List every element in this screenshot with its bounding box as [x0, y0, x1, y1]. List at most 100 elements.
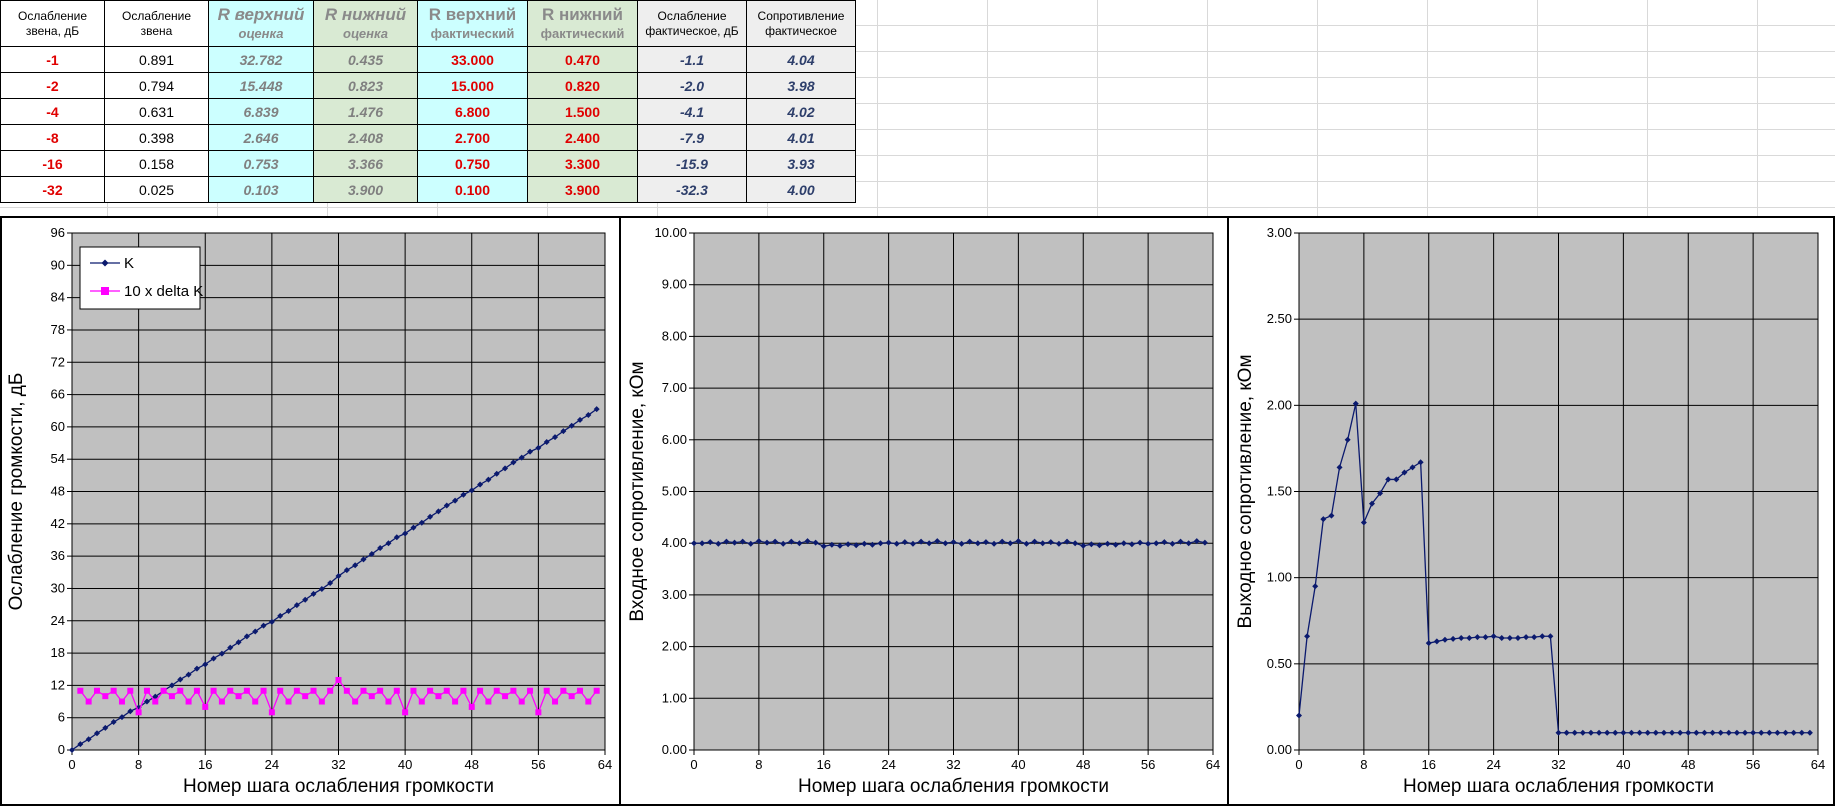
data-point: [385, 698, 392, 705]
table-cell[interactable]: 0.794: [104, 72, 209, 99]
table-cell[interactable]: 4.00: [746, 176, 856, 203]
data-point: [699, 540, 706, 547]
y-tick-label: 36: [51, 548, 65, 563]
table-cell[interactable]: 15.448: [208, 72, 314, 99]
table-cell[interactable]: 0.398: [104, 124, 209, 151]
data-point: [1145, 540, 1152, 547]
data-point: [966, 538, 973, 545]
x-tick-label: 8: [1360, 757, 1367, 772]
data-point: [1161, 539, 1168, 546]
table-cell[interactable]: -2.0: [637, 72, 747, 99]
table-cell[interactable]: 4.01: [746, 124, 856, 151]
data-point: [999, 538, 1006, 545]
header-line-1: Ослабление: [121, 8, 192, 23]
data-point: [1425, 640, 1432, 647]
data-point: [352, 698, 359, 705]
table-cell[interactable]: -15.9: [637, 150, 747, 177]
table-cell[interactable]: 2.700: [417, 124, 528, 151]
data-point: [1798, 729, 1805, 736]
data-point: [185, 698, 192, 705]
column-header-2: R верхний оценка: [208, 0, 314, 47]
table-cell[interactable]: -4: [0, 98, 105, 125]
table-cell[interactable]: 2.646: [208, 124, 314, 151]
data-point: [1328, 512, 1335, 519]
y-axis-label: Ослабление громкости, дБ: [6, 373, 27, 611]
table-cell[interactable]: 3.900: [313, 176, 418, 203]
data-point: [293, 687, 300, 694]
data-point: [202, 661, 209, 668]
table-cell[interactable]: -2: [0, 72, 105, 99]
data-point: [1096, 542, 1103, 549]
table-cell[interactable]: 3.366: [313, 150, 418, 177]
data-point: [1296, 712, 1302, 719]
table-cell[interactable]: -32: [0, 176, 105, 203]
data-point: [393, 534, 400, 541]
data-point: [310, 687, 317, 694]
table-cell[interactable]: 0.631: [104, 98, 209, 125]
data-point: [493, 687, 500, 694]
x-tick-label: 48: [465, 757, 479, 772]
table-cell[interactable]: 33.000: [417, 46, 528, 73]
table-cell[interactable]: 6.800: [417, 98, 528, 125]
y-tick-label: 84: [51, 290, 65, 305]
table-cell[interactable]: 0.820: [527, 72, 638, 99]
table-cell[interactable]: 0.823: [313, 72, 418, 99]
table-row: -32 0.025 0.103 3.900 0.100 3.900 -32.3 4.00: [0, 176, 856, 203]
data-point: [593, 687, 600, 694]
data-point: [568, 422, 575, 429]
x-tick-label: 24: [1486, 757, 1500, 772]
header-line-1: Ослабление: [657, 8, 727, 23]
table-cell[interactable]: 0.470: [527, 46, 638, 73]
data-point: [885, 539, 892, 546]
data-point: [828, 541, 835, 548]
table-cell[interactable]: -4.1: [637, 98, 747, 125]
x-tick-label: 64: [1206, 757, 1220, 772]
table-cell[interactable]: 0.025: [104, 176, 209, 203]
data-point: [1312, 583, 1319, 590]
table-cell[interactable]: 1.476: [313, 98, 418, 125]
table-cell[interactable]: -1: [0, 46, 105, 73]
table-cell[interactable]: -32.3: [637, 176, 747, 203]
data-point: [1185, 540, 1192, 547]
table-cell[interactable]: 0.158: [104, 150, 209, 177]
table-cell[interactable]: 0.435: [313, 46, 418, 73]
column-header-3: R нижний оценка: [313, 0, 418, 47]
table-cell[interactable]: 3.98: [746, 72, 856, 99]
table-cell[interactable]: 3.300: [527, 150, 638, 177]
data-point: [577, 687, 584, 694]
table-cell[interactable]: 0.891: [104, 46, 209, 73]
table-cell[interactable]: 4.04: [746, 46, 856, 73]
table-cell[interactable]: 15.000: [417, 72, 528, 99]
data-point: [560, 428, 567, 435]
table-cell[interactable]: 3.93: [746, 150, 856, 177]
data-point: [1636, 729, 1643, 736]
table-cell[interactable]: 0.100: [417, 176, 528, 203]
table-cell[interactable]: 0.103: [208, 176, 314, 203]
data-point: [493, 470, 500, 477]
data-point: [218, 698, 225, 705]
data-point: [1064, 538, 1071, 545]
table-cell[interactable]: -1.1: [637, 46, 747, 73]
data-point: [731, 539, 738, 546]
y-tick-label: 90: [51, 257, 65, 272]
data-point: [1169, 540, 1176, 547]
table-cell[interactable]: 2.408: [313, 124, 418, 151]
data-point: [1596, 729, 1603, 736]
table-cell[interactable]: 1.500: [527, 98, 638, 125]
data-point: [435, 508, 442, 515]
table-cell[interactable]: -7.9: [637, 124, 747, 151]
header-line-2: фактическое: [765, 23, 837, 38]
data-point: [1766, 729, 1773, 736]
table-cell[interactable]: 3.900: [527, 176, 638, 203]
table-cell[interactable]: 4.02: [746, 98, 856, 125]
table-cell[interactable]: -8: [0, 124, 105, 151]
table-cell[interactable]: 2.400: [527, 124, 638, 151]
data-point: [93, 687, 100, 694]
table-cell[interactable]: 32.782: [208, 46, 314, 73]
table-cell[interactable]: 0.750: [417, 150, 528, 177]
table-cell[interactable]: -16: [0, 150, 105, 177]
data-point: [468, 703, 475, 710]
table-cell[interactable]: 0.753: [208, 150, 314, 177]
table-cell[interactable]: 6.839: [208, 98, 314, 125]
data-point: [477, 481, 484, 488]
